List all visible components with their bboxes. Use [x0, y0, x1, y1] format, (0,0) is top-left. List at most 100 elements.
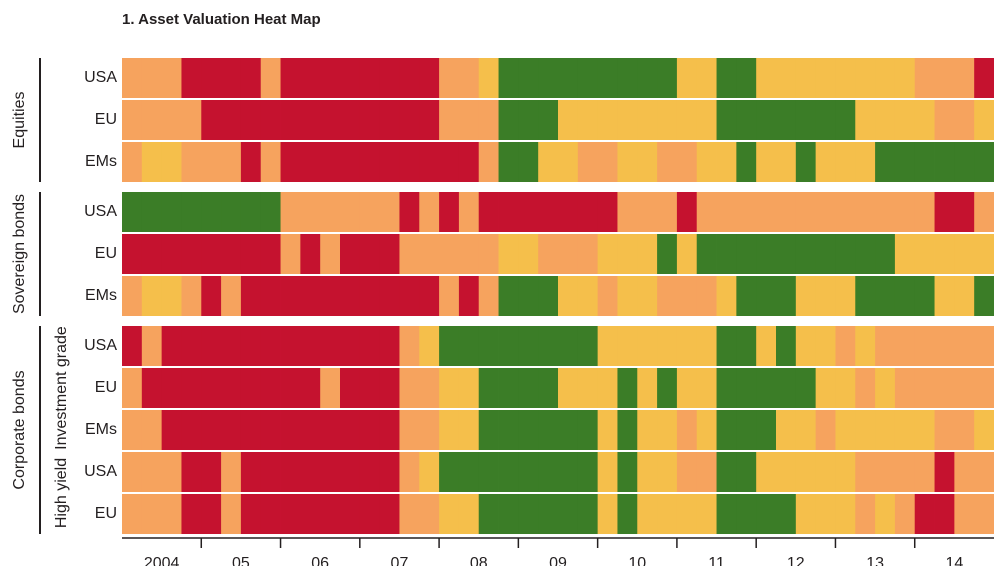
heat-cell [696, 192, 717, 232]
heat-cell [657, 410, 678, 450]
heat-cell [320, 410, 341, 450]
heat-cell [181, 494, 202, 534]
heat-cell [240, 192, 262, 232]
heat-cell [478, 100, 499, 140]
heat-cell [637, 192, 658, 232]
heat-cell [934, 142, 955, 182]
heat-cell [894, 326, 916, 366]
heat-cell [934, 410, 955, 450]
heat-cell [716, 410, 737, 450]
heat-cell [201, 276, 222, 316]
heat-cell [280, 142, 301, 182]
heat-cell [300, 100, 321, 140]
heat-cell [776, 326, 797, 366]
heat-cell [538, 494, 559, 534]
heat-cell [617, 100, 638, 140]
heat-cell [498, 326, 519, 366]
heat-cell [320, 326, 341, 366]
heat-cell [518, 410, 539, 450]
heat-cell [122, 368, 143, 408]
heat-cell [221, 100, 242, 140]
heat-cell [280, 276, 301, 316]
heat-cell [340, 234, 361, 274]
heat-cell [478, 452, 499, 492]
heat-cell [458, 410, 480, 450]
heat-cell [914, 368, 935, 408]
heat-cell [577, 326, 599, 366]
heat-cell [954, 100, 975, 140]
heat-cell [240, 58, 262, 98]
heat-cell [340, 494, 361, 534]
chart-title: 1. Asset Valuation Heat Map [122, 11, 321, 28]
heat-cell [914, 142, 935, 182]
heat-cell [954, 234, 975, 274]
heat-cell [240, 368, 262, 408]
heat-cell [657, 452, 678, 492]
heat-cell [815, 234, 836, 274]
heat-cell [736, 452, 757, 492]
heat-cell [577, 100, 599, 140]
heat-cell [815, 410, 836, 450]
heat-cell [835, 58, 856, 98]
heat-cell [597, 234, 618, 274]
heat-cell [875, 192, 896, 232]
heat-cell [637, 494, 658, 534]
heat-cell [419, 58, 440, 98]
heat-cell [815, 368, 836, 408]
heat-cell [815, 326, 836, 366]
group-label: Equities [11, 92, 28, 149]
heat-cell [379, 494, 400, 534]
heat-cell [221, 234, 242, 274]
heat-cell [795, 452, 817, 492]
row-label: USA [84, 203, 117, 220]
heat-cell [716, 100, 737, 140]
heat-cell [478, 368, 499, 408]
heat-cell [300, 142, 321, 182]
heat-cell [181, 276, 202, 316]
heat-cell [558, 326, 579, 366]
heat-cell [577, 368, 599, 408]
heat-cell [657, 326, 678, 366]
heat-cell [637, 142, 658, 182]
heat-cell [716, 276, 737, 316]
heat-cell [617, 142, 638, 182]
heat-cell [359, 192, 381, 232]
heat-cell [538, 326, 559, 366]
heat-cell [756, 192, 777, 232]
heat-cell [141, 100, 163, 140]
heat-cell [875, 142, 896, 182]
heat-cell [399, 276, 420, 316]
heat-cell [776, 276, 797, 316]
heat-cell [954, 142, 975, 182]
heat-cell [300, 276, 321, 316]
heat-cell [518, 368, 539, 408]
heat-cell [161, 100, 182, 140]
heat-cell [538, 410, 559, 450]
heat-cell [419, 234, 440, 274]
heat-cell [894, 58, 916, 98]
heat-cell [478, 276, 499, 316]
heat-cell [716, 142, 737, 182]
heat-cell [558, 276, 579, 316]
heat-cell [161, 368, 182, 408]
heat-cell [617, 276, 638, 316]
heat-cell [875, 368, 896, 408]
heat-cell [756, 276, 777, 316]
heat-cell [340, 142, 361, 182]
heat-cell [914, 100, 935, 140]
heat-cell [161, 192, 182, 232]
row-label: EU [95, 245, 117, 262]
x-tick-label: 08 [470, 555, 488, 566]
heat-cell [875, 410, 896, 450]
x-tick-label: 2004 [144, 555, 180, 566]
heat-cell [300, 452, 321, 492]
heat-cell [181, 192, 202, 232]
heat-cell [756, 100, 777, 140]
group-label: Corporate bonds [11, 370, 28, 489]
heat-cell [558, 494, 579, 534]
heat-cell [439, 234, 460, 274]
row-label: USA [84, 463, 117, 480]
x-tick-label: 13 [866, 555, 884, 566]
heat-cell [577, 410, 599, 450]
heat-cell [498, 494, 519, 534]
